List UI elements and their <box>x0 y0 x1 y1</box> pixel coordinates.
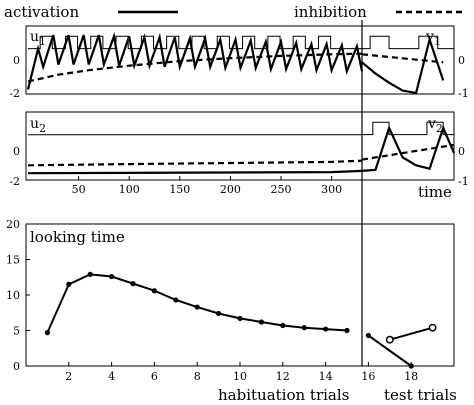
habituation-trials-label: habituation trials <box>218 386 349 404</box>
series-habituation-line <box>46 273 348 334</box>
series-activation <box>27 169 363 175</box>
xtick-label-4: 4 <box>108 370 115 383</box>
panel-u2-frame <box>25 111 455 181</box>
panel-v1-ytick-neg1: -1 <box>458 87 469 100</box>
panel-u2-xticks: 50 100 150 200 250 300 <box>72 176 342 196</box>
habituation-point-5 <box>130 281 136 287</box>
habituation-point-13 <box>301 325 307 331</box>
panel-u2: u2 v2 0 -2 0 -1 50 100 150 200 250 300 time <box>9 111 469 201</box>
xtick-label-8: 8 <box>194 370 201 383</box>
habituation-point-10 <box>237 315 243 322</box>
xtick-label-250: 250 <box>271 183 292 196</box>
panel-u2-ytick-0: 0 <box>13 145 20 158</box>
xtick-label-300: 300 <box>321 183 342 196</box>
legend-activation-label: activation <box>4 3 79 21</box>
panel-u2-marks <box>27 121 456 175</box>
test-filled-point-16 <box>365 332 371 339</box>
test-input <box>362 35 454 50</box>
test-activation <box>361 35 445 95</box>
panel-looking-time-marks <box>44 271 437 369</box>
series-input <box>28 35 362 50</box>
xtick-label-100: 100 <box>119 183 140 196</box>
ytick-label-0: 0 <box>13 360 20 373</box>
test-trials-label: test trials <box>384 386 457 404</box>
series-activation <box>26 31 364 90</box>
ytick-label-20: 20 <box>6 218 20 231</box>
ytick-label-15: 15 <box>6 254 20 267</box>
xtick-label-12: 12 <box>276 370 290 383</box>
habituation-point-15 <box>344 327 350 334</box>
panel-u2-xlabel: time <box>418 183 452 201</box>
panel-u1-ytick-neg2: -2 <box>9 87 20 100</box>
series-inhibition <box>27 52 363 83</box>
test-activation <box>361 124 456 172</box>
panel-v1-ytick-0: 0 <box>458 54 465 67</box>
panel-v1-label: v1 <box>425 29 441 48</box>
panel-u2-label: u2 <box>30 116 46 135</box>
habituation-point-11 <box>258 319 264 325</box>
test-inhibition <box>361 143 455 161</box>
panel-looking-time-xticks: 2 4 6 8 10 12 14 16 18 <box>65 362 418 383</box>
ytick-label-10: 10 <box>6 289 20 302</box>
panel-u1-label: u1 <box>30 29 46 48</box>
habituation-point-1 <box>44 330 51 336</box>
xtick-label-18: 18 <box>404 370 418 383</box>
habituation-point-3 <box>87 271 93 278</box>
ytick-label-5: 5 <box>13 325 20 338</box>
habituation-point-6 <box>151 288 157 294</box>
panel-looking-time-yticks: 0 5 10 15 20 <box>6 218 30 373</box>
series-test-open-line <box>389 326 433 341</box>
xtick-label-2: 2 <box>65 370 72 383</box>
habituation-point-9 <box>216 310 222 317</box>
habituation-point-8 <box>194 304 200 310</box>
xtick-label-14: 14 <box>319 370 333 383</box>
test-inhibition <box>361 53 444 64</box>
xtick-label-50: 50 <box>72 183 86 196</box>
series-test-filled-line <box>367 334 412 367</box>
xtick-label-200: 200 <box>220 183 241 196</box>
habituation-point-14 <box>323 326 329 332</box>
panel-v2-label: v2 <box>427 116 443 135</box>
looking-time-annotation: looking time <box>30 228 125 246</box>
panel-v2-ytick-neg1: -1 <box>458 175 469 188</box>
panel-u1-ytick-0: 0 <box>13 54 20 67</box>
panel-u1: u1 v1 0 -2 0 -1 <box>9 25 469 100</box>
panel-v2-ytick-0: 0 <box>458 145 465 158</box>
panel-u2-ytick-neg2: -2 <box>9 175 20 188</box>
panel-u1-frame <box>25 25 455 95</box>
test-open-point-17 <box>385 335 394 344</box>
xtick-label-10: 10 <box>233 370 247 383</box>
habituation-point-12 <box>280 322 286 329</box>
legend: activation inhibition <box>4 3 466 21</box>
habituation-point-2 <box>66 281 72 287</box>
panel-u1-marks <box>26 31 454 95</box>
habituation-point-7 <box>173 297 179 303</box>
xtick-label-16: 16 <box>361 370 375 383</box>
xtick-label-150: 150 <box>169 183 190 196</box>
panel-looking-time: 0 5 10 15 20 2 4 6 8 10 12 14 16 18 looking time hab… <box>6 218 457 404</box>
xtick-label-6: 6 <box>151 370 158 383</box>
series-inhibition <box>27 159 363 167</box>
habituation-point-4 <box>109 273 115 280</box>
test-open-point-19 <box>428 323 437 332</box>
legend-inhibition-label: inhibition <box>294 3 367 21</box>
